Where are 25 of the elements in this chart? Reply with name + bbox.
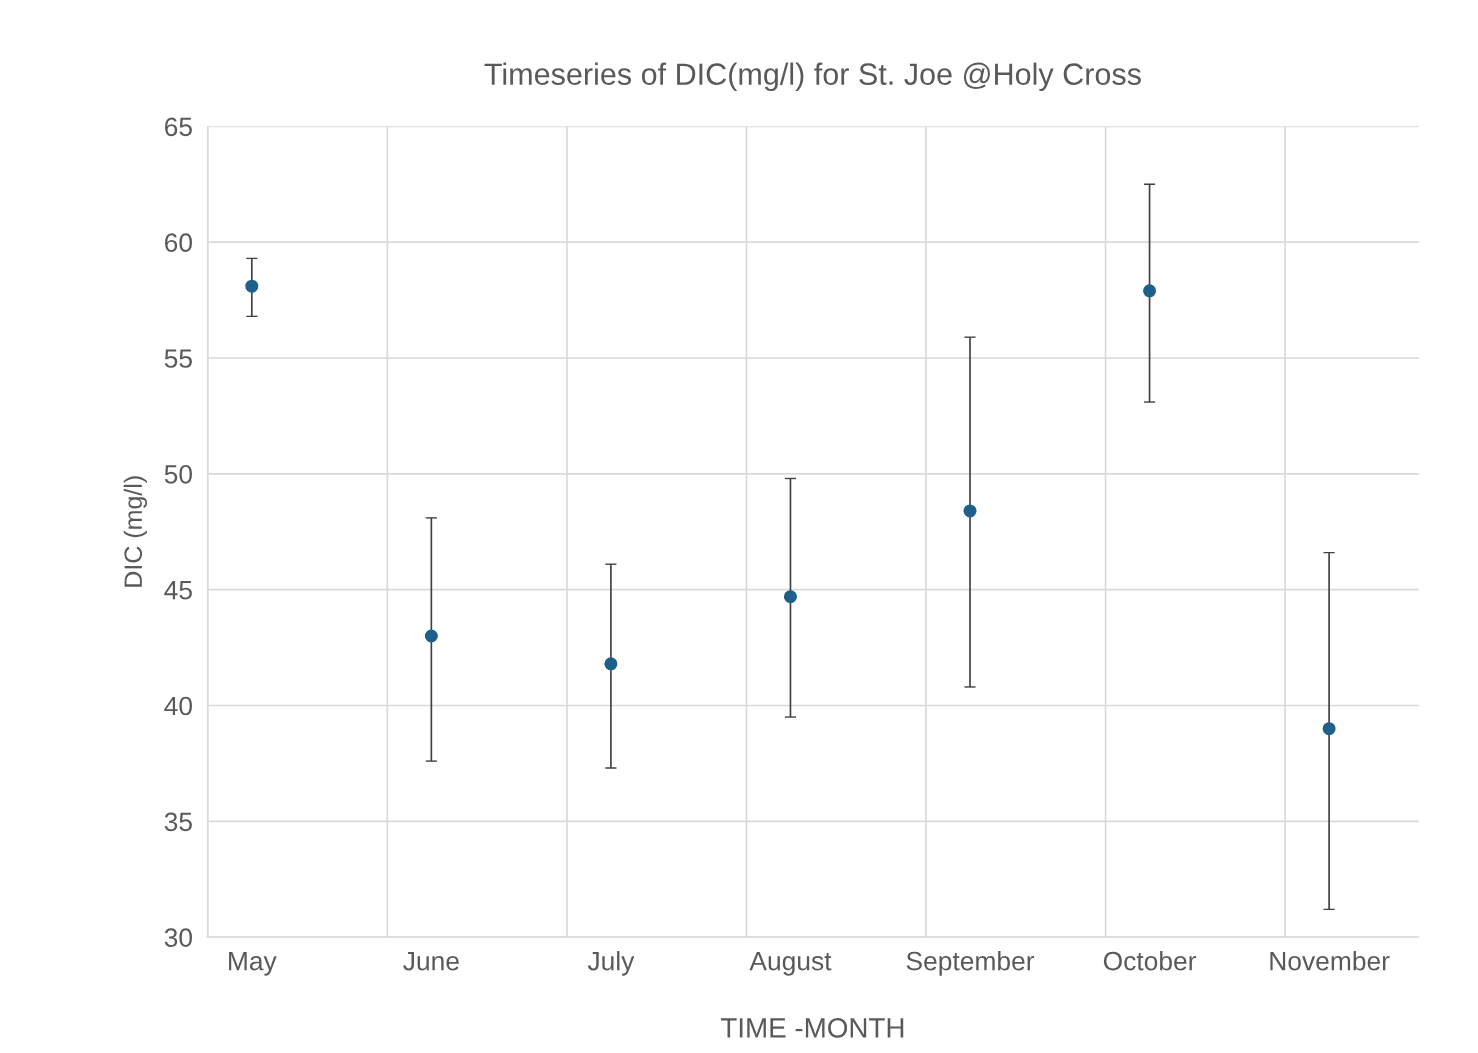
- x-tick-label: July: [587, 951, 635, 976]
- y-tick-label: 40: [164, 696, 192, 716]
- point: [1322, 722, 1336, 736]
- chart-title: Timeseries of DIC(mg/l) for St. Joe @Holy Cross: [484, 62, 1141, 92]
- point: [1143, 284, 1157, 298]
- y-axis-title: DIC (mg/l): [123, 476, 148, 587]
- y-tick-label: 55: [164, 349, 192, 368]
- y-tick-label: 50: [164, 464, 192, 484]
- y-tick-label: 45: [164, 581, 192, 600]
- x-tick-label: August: [749, 952, 832, 976]
- y-tick-label: 65: [165, 117, 192, 137]
- point: [963, 504, 977, 518]
- x-tick-label: October: [1103, 951, 1197, 971]
- point: [424, 629, 438, 643]
- y-tick-label: 35: [164, 812, 192, 832]
- x-tick-label: September: [906, 951, 1035, 976]
- x-tick-label: November: [1270, 951, 1390, 971]
- point: [604, 657, 618, 671]
- point: [783, 590, 797, 604]
- y-tick-label: 60: [165, 233, 192, 253]
- y-tick-label: 30: [164, 928, 192, 947]
- point: [245, 279, 259, 293]
- x-axis-title: TIME -MONTH: [720, 1018, 904, 1038]
- x-tick-label: June: [403, 952, 459, 971]
- x-tick-label: May: [229, 952, 277, 976]
